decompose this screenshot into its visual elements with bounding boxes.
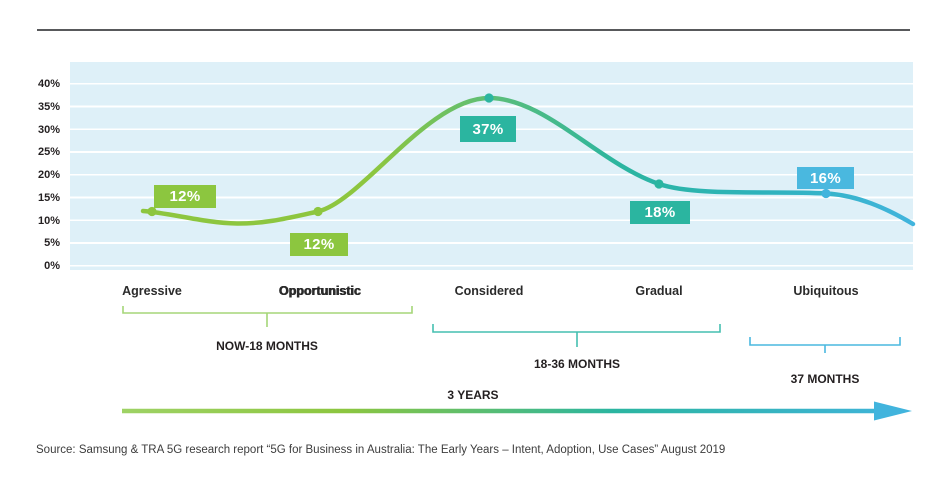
y-tick-0: 0%: [44, 260, 60, 272]
y-tick-30: 30%: [37, 124, 60, 136]
value-label-agressive: 12%: [154, 185, 216, 208]
category-opportunistic: Opportunistic: [279, 284, 361, 298]
timeline-label-18-36-months: 18-36 MONTHS: [533, 357, 621, 371]
value-label-ubiquitous: 16%: [797, 167, 854, 189]
bracket-now-18-months: [122, 306, 413, 327]
value-label-gradual: 18%: [630, 201, 690, 224]
bracket-18-36-months: [432, 324, 721, 347]
timeline-label-37-months: 37 MONTHS: [790, 372, 860, 386]
category-ubiquitous: Ubiquitous: [793, 284, 859, 298]
y-tick-40: 40%: [37, 78, 60, 90]
plot-area: [70, 62, 913, 270]
category-gradual: Gradual: [635, 284, 683, 298]
top-divider-rule: [37, 29, 910, 31]
y-tick-25: 25%: [37, 146, 60, 158]
y-tick-20: 20%: [37, 169, 60, 181]
y-tick-5: 5%: [44, 237, 60, 249]
source-note: Source: Samsung & TRA 5G research report…: [36, 444, 726, 456]
timeline-arrow-head-icon: [874, 401, 912, 421]
y-tick-10: 10%: [37, 215, 60, 227]
timeline-label-now-18-months: NOW-18 MONTHS: [216, 339, 318, 353]
category-considered: Considered: [454, 284, 524, 298]
y-tick-35: 35%: [37, 101, 60, 113]
value-label-opportunistic: 12%: [290, 233, 348, 256]
y-tick-15: 15%: [37, 192, 60, 204]
category-agressive: Agressive: [122, 284, 182, 298]
timeline-arrow-label: 3 YEARS: [447, 388, 499, 402]
bracket-37-months: [749, 337, 901, 353]
value-label-considered: 37%: [460, 116, 516, 142]
